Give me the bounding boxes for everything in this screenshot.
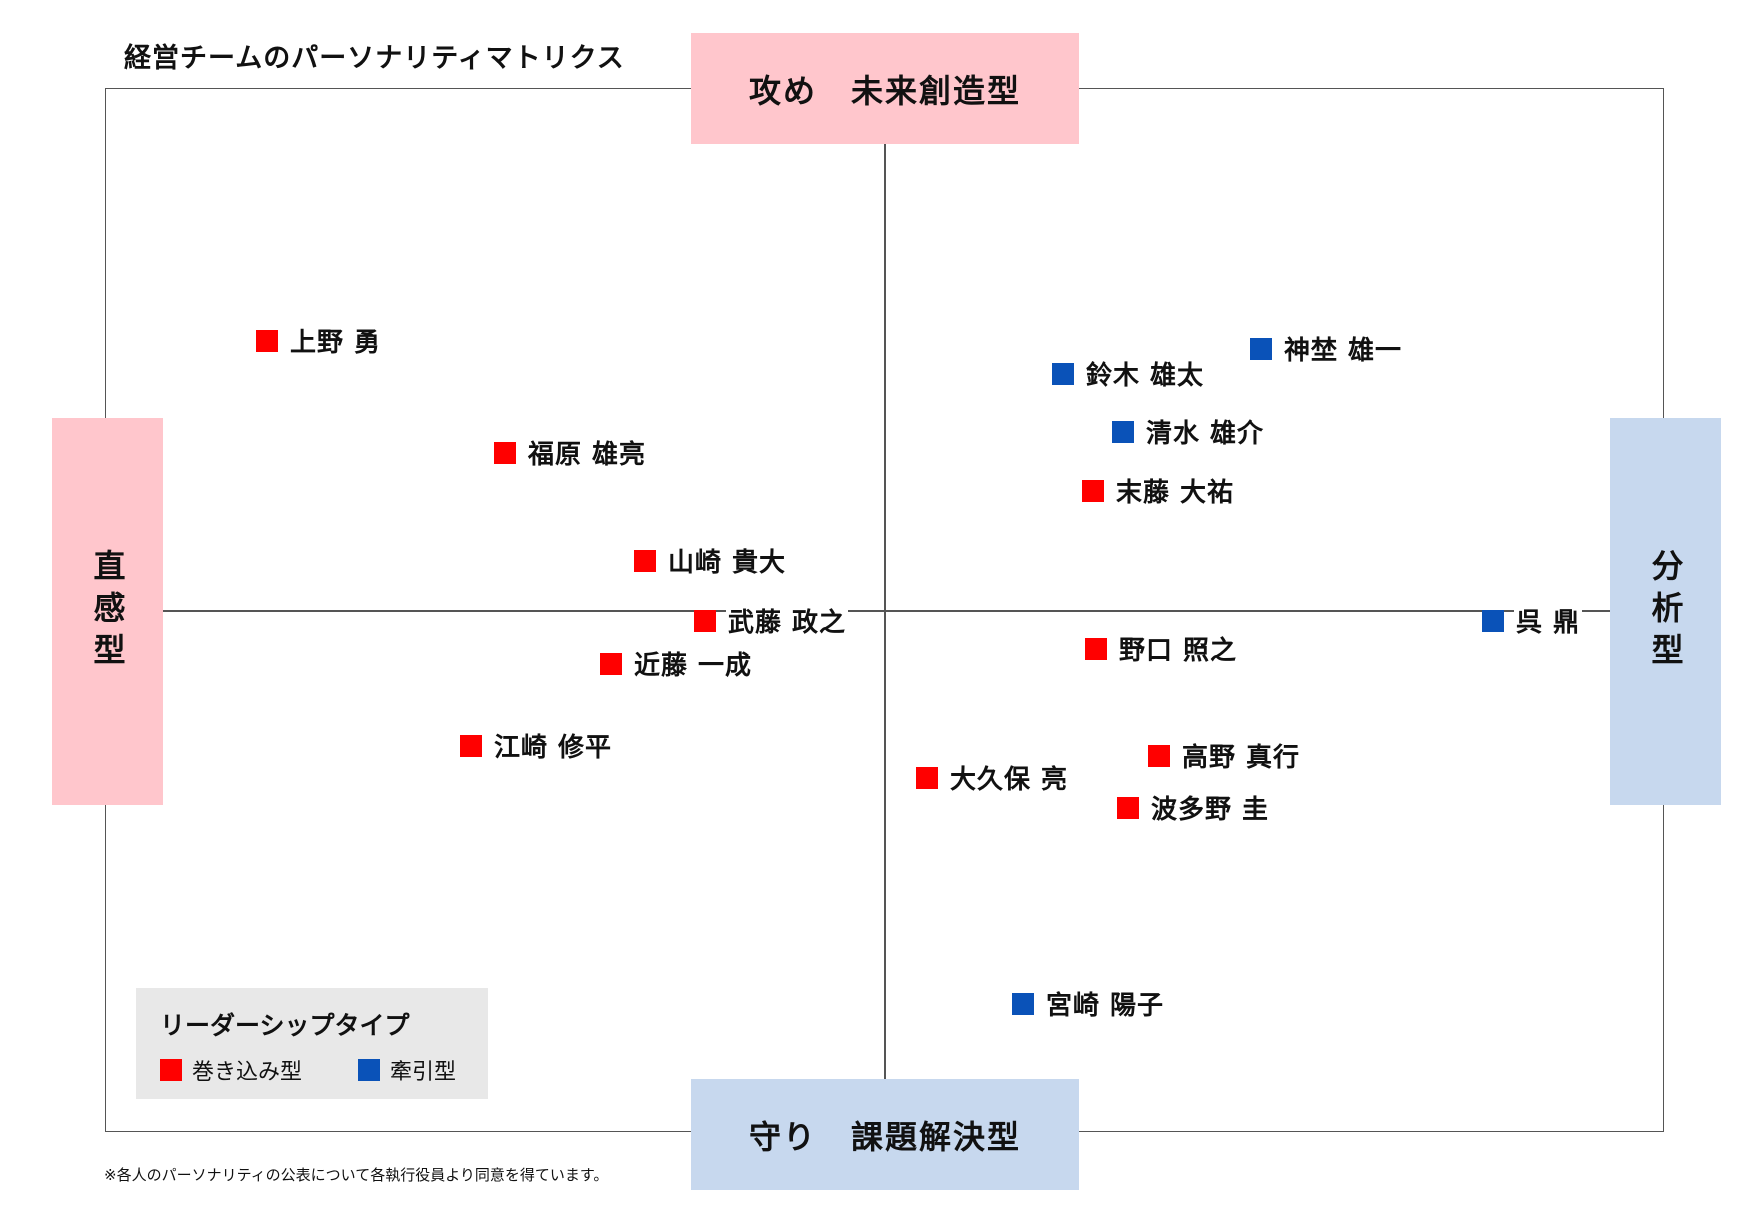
member-marker bbox=[494, 441, 516, 464]
member-noguchi: 野口 照之 bbox=[1085, 630, 1240, 667]
member-name: 大久保 亮 bbox=[948, 759, 1071, 796]
member-marker bbox=[1148, 744, 1170, 767]
legend-title: リーダーシップタイプ bbox=[160, 1011, 410, 1040]
member-name: 宮崎 陽子 bbox=[1044, 985, 1167, 1022]
member-marker bbox=[1082, 479, 1104, 502]
member-uyeno: 上野 勇 bbox=[256, 322, 384, 359]
member-marker bbox=[460, 734, 482, 757]
axis-label-left: 直感型 bbox=[52, 418, 163, 805]
member-name: 上野 勇 bbox=[288, 322, 384, 359]
legend-label-leading: 牽引型 bbox=[390, 1060, 457, 1085]
legend-label-engaging: 巻き込み型 bbox=[192, 1060, 303, 1085]
member-marker bbox=[1052, 362, 1074, 385]
member-name: 清水 雄介 bbox=[1144, 413, 1267, 450]
member-shimizu: 清水 雄介 bbox=[1112, 413, 1267, 450]
member-marker bbox=[1117, 796, 1139, 819]
member-name: 武藤 政之 bbox=[726, 602, 849, 639]
axis-label-right: 分析型 bbox=[1610, 418, 1721, 805]
member-okubo: 大久保 亮 bbox=[916, 759, 1071, 796]
member-name: 波多野 圭 bbox=[1149, 789, 1272, 826]
axis-label-right-text: 分析型 bbox=[1646, 548, 1685, 675]
member-suedo: 末藤 大祐 bbox=[1082, 472, 1237, 509]
member-marker bbox=[694, 609, 716, 632]
member-muto: 武藤 政之 bbox=[694, 602, 849, 639]
member-name: 鈴木 雄太 bbox=[1084, 355, 1207, 392]
axis-label-bottom-text: 守り 課題解決型 bbox=[748, 1117, 1021, 1156]
legend-marker-engaging bbox=[160, 1059, 182, 1081]
member-name: 高野 真行 bbox=[1180, 737, 1303, 774]
member-marker bbox=[1112, 420, 1134, 443]
member-name: 近藤 一成 bbox=[632, 645, 755, 682]
member-marker bbox=[1482, 609, 1504, 632]
legend-item-leading: 牽引型 bbox=[358, 1054, 456, 1086]
matrix-title: 経営チームのパーソナリティマトリクス bbox=[124, 43, 625, 74]
member-marker bbox=[634, 549, 656, 572]
member-miyazaki: 宮崎 陽子 bbox=[1012, 985, 1167, 1022]
member-name: 野口 照之 bbox=[1117, 630, 1240, 667]
member-kondo: 近藤 一成 bbox=[600, 645, 755, 682]
member-kono: 神埜 雄一 bbox=[1250, 330, 1405, 367]
member-name: 呉 鼎 bbox=[1514, 602, 1583, 639]
member-fukuhara: 福原 雄亮 bbox=[494, 434, 649, 471]
legend-marker-leading bbox=[358, 1059, 380, 1081]
member-marker bbox=[1085, 637, 1107, 660]
member-marker bbox=[916, 766, 938, 789]
member-yamazaki: 山崎 貴大 bbox=[634, 542, 789, 579]
member-name: 神埜 雄一 bbox=[1282, 330, 1405, 367]
axis-label-top: 攻め 未来創造型 bbox=[691, 33, 1079, 144]
member-name: 江崎 修平 bbox=[492, 727, 615, 764]
horizontal-axis-line bbox=[162, 610, 1610, 612]
member-name: 福原 雄亮 bbox=[526, 434, 649, 471]
member-marker bbox=[600, 652, 622, 675]
member-ezaki: 江崎 修平 bbox=[460, 727, 615, 764]
member-marker bbox=[1012, 992, 1034, 1015]
member-hatano: 波多野 圭 bbox=[1117, 789, 1272, 826]
member-takano: 高野 真行 bbox=[1148, 737, 1303, 774]
legend-box: リーダーシップタイプ 巻き込み型 牽引型 bbox=[136, 988, 488, 1099]
footnote: ※各人のパーソナリティの公表について各執行役員より同意を得ています。 bbox=[104, 1166, 609, 1184]
member-marker bbox=[1250, 337, 1272, 360]
legend-item-engaging: 巻き込み型 bbox=[160, 1054, 302, 1086]
member-marker bbox=[256, 329, 278, 352]
axis-label-left-text: 直感型 bbox=[88, 548, 127, 675]
member-suzuki: 鈴木 雄太 bbox=[1052, 355, 1207, 392]
member-go: 呉 鼎 bbox=[1482, 602, 1583, 639]
axis-label-bottom: 守り 課題解決型 bbox=[691, 1079, 1079, 1190]
axis-label-top-text: 攻め 未来創造型 bbox=[748, 71, 1021, 110]
member-name: 末藤 大祐 bbox=[1114, 472, 1237, 509]
member-name: 山崎 貴大 bbox=[666, 542, 789, 579]
